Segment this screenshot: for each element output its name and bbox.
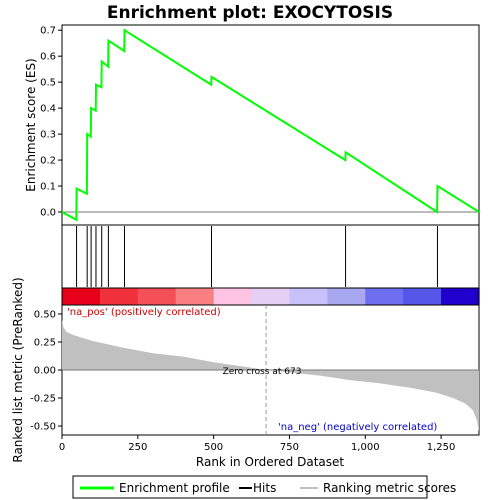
es-y-tick-label: 0.2 [40,156,56,167]
metric-y-tick-label: 0.50 [34,309,56,320]
metric-y-axis: 0.50 0.25 0.00 -0.25 -0.50 [30,309,62,433]
es-y-tick-label: 0.6 [40,52,56,63]
heat-bar-segment [62,288,101,305]
heat-bar-segment [441,288,480,305]
es-y-tick-label: 0.7 [40,26,56,37]
es-y-axis: 0.0 0.1 0.2 0.3 0.4 0.5 0.6 0.7 [40,26,62,219]
x-tick-label: 0 [59,442,65,453]
hit-marks [76,226,438,287]
x-tick-label: 250 [128,442,147,453]
zero-cross-label: Zero cross at 673 [223,367,302,377]
legend-hits-label: Hits [253,481,276,495]
metric-y-tick-label: 0.00 [34,366,56,377]
ranked-heat-bar [62,288,480,305]
metric-panel: 0.50 0.25 0.00 -0.25 -0.50 'na_pos' (positiv… [11,277,480,463]
enrichment-profile-line [61,28,480,222]
heat-bar-segment [327,288,366,305]
legend-enrichment-label: Enrichment profile [119,481,230,495]
heat-bar-segment [289,288,328,305]
heat-bar-segment [175,288,215,305]
es-y-tick-label: 0.0 [40,208,56,219]
heat-bar-segment [403,288,442,305]
metric-y-tick-label: 0.25 [34,337,56,348]
es-y-tick-label: 0.1 [40,182,56,193]
x-axis-label: Rank in Ordered Dataset [196,455,344,469]
metric-y-tick-label: -0.50 [30,422,56,433]
x-tick-label: 500 [204,442,223,453]
heat-bar-segment [251,288,291,305]
es-panel: 0.0 0.1 0.2 0.3 0.4 0.5 0.6 0.7 Enrichment scor… [24,24,480,226]
heat-bar-segment [213,288,253,305]
heat-bar-segment [137,288,177,305]
hits-panel [61,224,480,289]
es-y-tick-label: 0.4 [40,104,56,115]
legend-metric-label: Ranking metric scores [323,481,456,495]
es-y-tick-label: 0.5 [40,78,56,89]
neg-correlated-label: 'na_neg' (negatively correlated) [278,422,437,433]
x-axis: 0 250 500 750 1,000 1,250 [59,435,456,453]
x-tick-label: 1,000 [351,442,380,453]
hits-panel-frame [61,224,480,289]
metric-y-axis-label: Ranked list metric (PreRanked) [11,277,25,462]
pos-correlated-label: 'na_pos' (positively correlated) [67,307,221,318]
ranking-metric-area [62,319,479,432]
heat-bar-segment [365,288,404,305]
x-tick-label: 750 [280,442,299,453]
x-tick-label: 1,250 [427,442,456,453]
legend: Enrichment profile Hits Ranking metric s… [72,475,456,499]
heat-bar-segment [99,288,139,305]
es-y-axis-label: Enrichment score (ES) [24,58,38,191]
es-panel-frame [61,24,480,226]
chart-title: Enrichment plot: EXOCYTOSIS [107,3,393,23]
es-y-tick-label: 0.3 [40,130,56,141]
metric-y-tick-label: -0.25 [30,394,56,405]
